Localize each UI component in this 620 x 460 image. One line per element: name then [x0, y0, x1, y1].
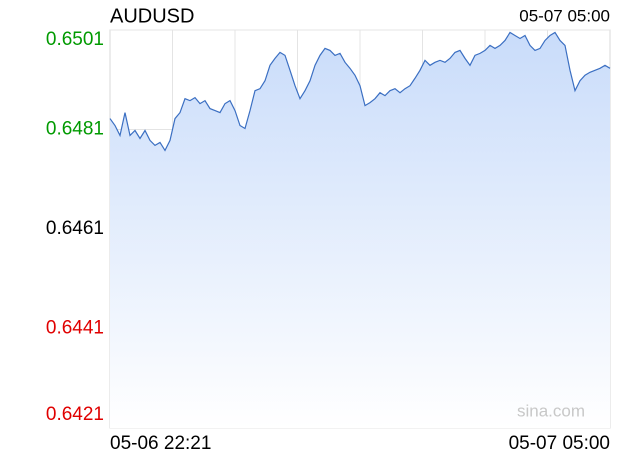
y-tick-label: 0.6421 [46, 404, 104, 425]
y-tick-label: 0.6461 [46, 218, 104, 239]
y-tick-label: 0.6501 [46, 29, 104, 50]
y-tick-label: 0.6441 [46, 318, 104, 339]
timestamp: 05-07 05:00 [519, 6, 610, 25]
price-line [109, 31, 611, 152]
chart-title: AUDUSD [110, 5, 194, 27]
y-tick-label: 0.6481 [46, 119, 104, 140]
x-tick-label: 05-06 22:21 [110, 433, 211, 454]
area-fill [110, 32, 610, 429]
watermark: sina.com [517, 401, 585, 420]
x-tick-label: 05-07 05:00 [509, 433, 610, 454]
